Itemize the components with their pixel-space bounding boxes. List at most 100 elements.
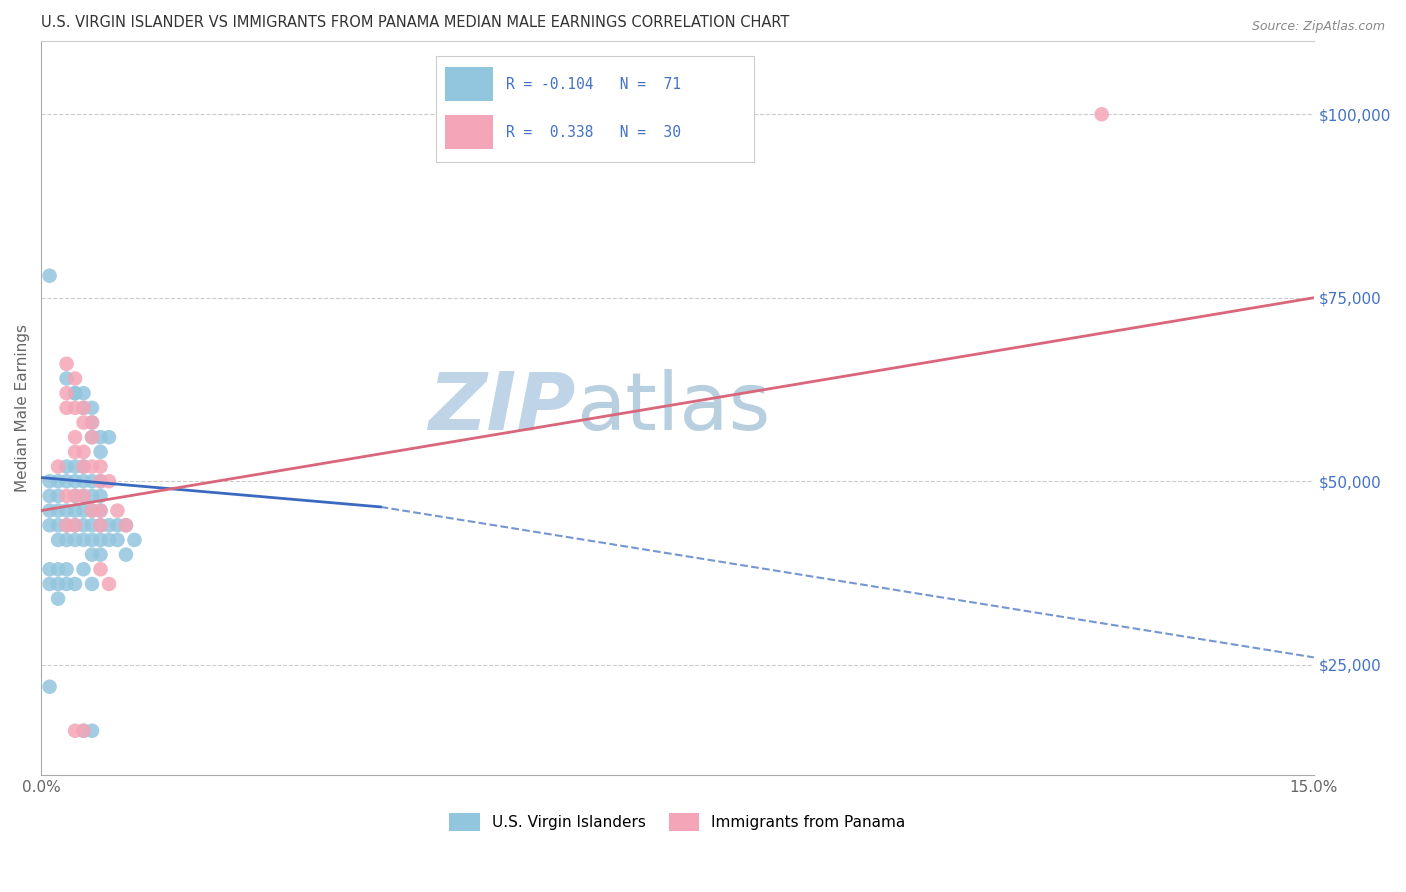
Text: ZIP: ZIP bbox=[429, 368, 575, 447]
Point bbox=[115, 518, 138, 533]
Point bbox=[55, 562, 77, 576]
Point bbox=[72, 533, 94, 547]
Point bbox=[98, 577, 121, 591]
Point bbox=[63, 503, 86, 517]
Point bbox=[63, 401, 86, 415]
Point bbox=[89, 533, 111, 547]
Point bbox=[63, 518, 86, 533]
Point bbox=[38, 268, 60, 283]
Point bbox=[38, 577, 60, 591]
Point bbox=[72, 459, 94, 474]
Point bbox=[80, 723, 103, 738]
Point bbox=[124, 533, 146, 547]
Point bbox=[38, 503, 60, 517]
Point bbox=[89, 503, 111, 517]
Point bbox=[72, 562, 94, 576]
Point bbox=[72, 489, 94, 503]
Point bbox=[107, 533, 129, 547]
Point bbox=[89, 445, 111, 459]
Point bbox=[55, 386, 77, 401]
Point bbox=[80, 430, 103, 444]
Point bbox=[89, 518, 111, 533]
Point bbox=[89, 474, 111, 488]
Point bbox=[55, 533, 77, 547]
Point bbox=[89, 518, 111, 533]
Text: atlas: atlas bbox=[575, 368, 770, 447]
Point bbox=[38, 489, 60, 503]
Point bbox=[89, 562, 111, 576]
Point bbox=[89, 548, 111, 562]
Point bbox=[46, 591, 69, 606]
Point bbox=[38, 518, 60, 533]
Point bbox=[80, 518, 103, 533]
Point bbox=[80, 474, 103, 488]
Point bbox=[80, 548, 103, 562]
Point bbox=[55, 518, 77, 533]
Point bbox=[63, 371, 86, 385]
Point bbox=[63, 430, 86, 444]
Point bbox=[55, 371, 77, 385]
Point bbox=[98, 474, 121, 488]
Point bbox=[80, 503, 103, 517]
Point bbox=[72, 489, 94, 503]
Point bbox=[115, 518, 138, 533]
Point bbox=[63, 489, 86, 503]
Legend: U.S. Virgin Islanders, Immigrants from Panama: U.S. Virgin Islanders, Immigrants from P… bbox=[443, 807, 912, 837]
Point bbox=[72, 401, 94, 415]
Point bbox=[72, 723, 94, 738]
Point bbox=[63, 518, 86, 533]
Point bbox=[98, 533, 121, 547]
Point bbox=[80, 459, 103, 474]
Point bbox=[115, 548, 138, 562]
Point bbox=[72, 416, 94, 430]
Point bbox=[80, 430, 103, 444]
Point bbox=[55, 503, 77, 517]
Point bbox=[98, 430, 121, 444]
Point bbox=[80, 577, 103, 591]
Point bbox=[80, 503, 103, 517]
Point bbox=[46, 577, 69, 591]
Point bbox=[46, 533, 69, 547]
Point bbox=[89, 430, 111, 444]
Point bbox=[38, 474, 60, 488]
Point bbox=[89, 489, 111, 503]
Point bbox=[107, 518, 129, 533]
Point bbox=[72, 459, 94, 474]
Point bbox=[72, 503, 94, 517]
Point bbox=[63, 445, 86, 459]
Point bbox=[89, 503, 111, 517]
Point bbox=[38, 680, 60, 694]
Point bbox=[80, 401, 103, 415]
Point bbox=[1091, 107, 1114, 121]
Point bbox=[98, 518, 121, 533]
Point bbox=[46, 474, 69, 488]
Y-axis label: Median Male Earnings: Median Male Earnings bbox=[15, 324, 30, 491]
Point bbox=[55, 401, 77, 415]
Point bbox=[80, 489, 103, 503]
Point bbox=[72, 445, 94, 459]
Point bbox=[46, 459, 69, 474]
Point bbox=[63, 533, 86, 547]
Point bbox=[72, 386, 94, 401]
Point bbox=[63, 459, 86, 474]
Point bbox=[46, 489, 69, 503]
Point bbox=[55, 459, 77, 474]
Point bbox=[63, 489, 86, 503]
Point bbox=[63, 577, 86, 591]
Point bbox=[46, 518, 69, 533]
Point bbox=[38, 562, 60, 576]
Point bbox=[46, 503, 69, 517]
Text: U.S. VIRGIN ISLANDER VS IMMIGRANTS FROM PANAMA MEDIAN MALE EARNINGS CORRELATION : U.S. VIRGIN ISLANDER VS IMMIGRANTS FROM … bbox=[41, 15, 790, 30]
Point bbox=[63, 386, 86, 401]
Point bbox=[63, 723, 86, 738]
Text: Source: ZipAtlas.com: Source: ZipAtlas.com bbox=[1251, 20, 1385, 33]
Point bbox=[55, 577, 77, 591]
Point bbox=[89, 474, 111, 488]
Point bbox=[72, 723, 94, 738]
Point bbox=[107, 503, 129, 517]
Point bbox=[55, 489, 77, 503]
Point bbox=[63, 386, 86, 401]
Point bbox=[80, 533, 103, 547]
Point bbox=[55, 474, 77, 488]
Point bbox=[46, 562, 69, 576]
